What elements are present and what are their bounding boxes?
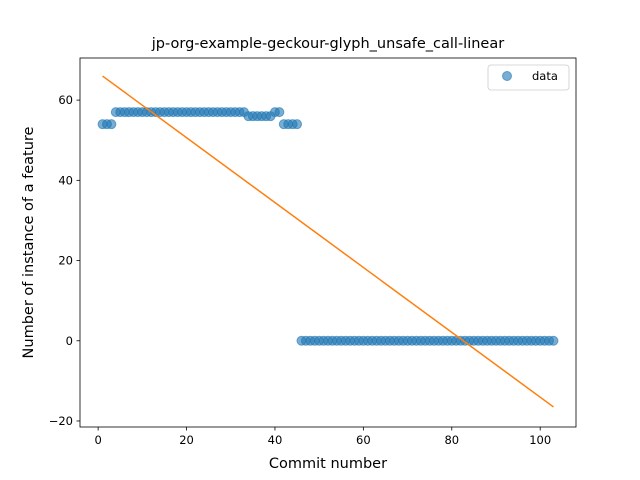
y-tick-label: 40 bbox=[58, 173, 73, 187]
linear-fit-line bbox=[102, 75, 554, 408]
legend: data bbox=[487, 64, 570, 91]
legend-marker-data bbox=[502, 71, 512, 81]
data-point bbox=[548, 335, 559, 346]
x-tick-label: 20 bbox=[179, 433, 194, 447]
y-axis-label: Number of instance of a feature bbox=[21, 126, 37, 358]
data-point bbox=[274, 107, 285, 118]
x-axis-label: Commit number bbox=[269, 456, 387, 472]
x-tick-label: 40 bbox=[268, 433, 283, 447]
plot-area bbox=[97, 75, 559, 408]
data-point bbox=[292, 119, 303, 130]
x-tick-label: 0 bbox=[94, 433, 101, 447]
data-point bbox=[106, 119, 117, 130]
chart-title: jp-org-example-geckour-glyph_unsafe_call… bbox=[151, 36, 504, 52]
y-tick-label: 60 bbox=[58, 93, 73, 107]
y-tick-label: 0 bbox=[66, 334, 73, 348]
x-tick-label: 80 bbox=[444, 433, 459, 447]
axes-frame bbox=[79, 57, 577, 428]
y-tick-label: −20 bbox=[49, 414, 73, 428]
y-axis: −20 0 20 40 60 bbox=[49, 93, 80, 428]
legend-label-data: data bbox=[532, 69, 558, 83]
y-tick-label: 20 bbox=[58, 254, 73, 268]
x-tick-label: 100 bbox=[529, 433, 551, 447]
x-tick-label: 60 bbox=[356, 433, 371, 447]
x-axis: 0 20 40 60 80 100 bbox=[94, 427, 551, 447]
